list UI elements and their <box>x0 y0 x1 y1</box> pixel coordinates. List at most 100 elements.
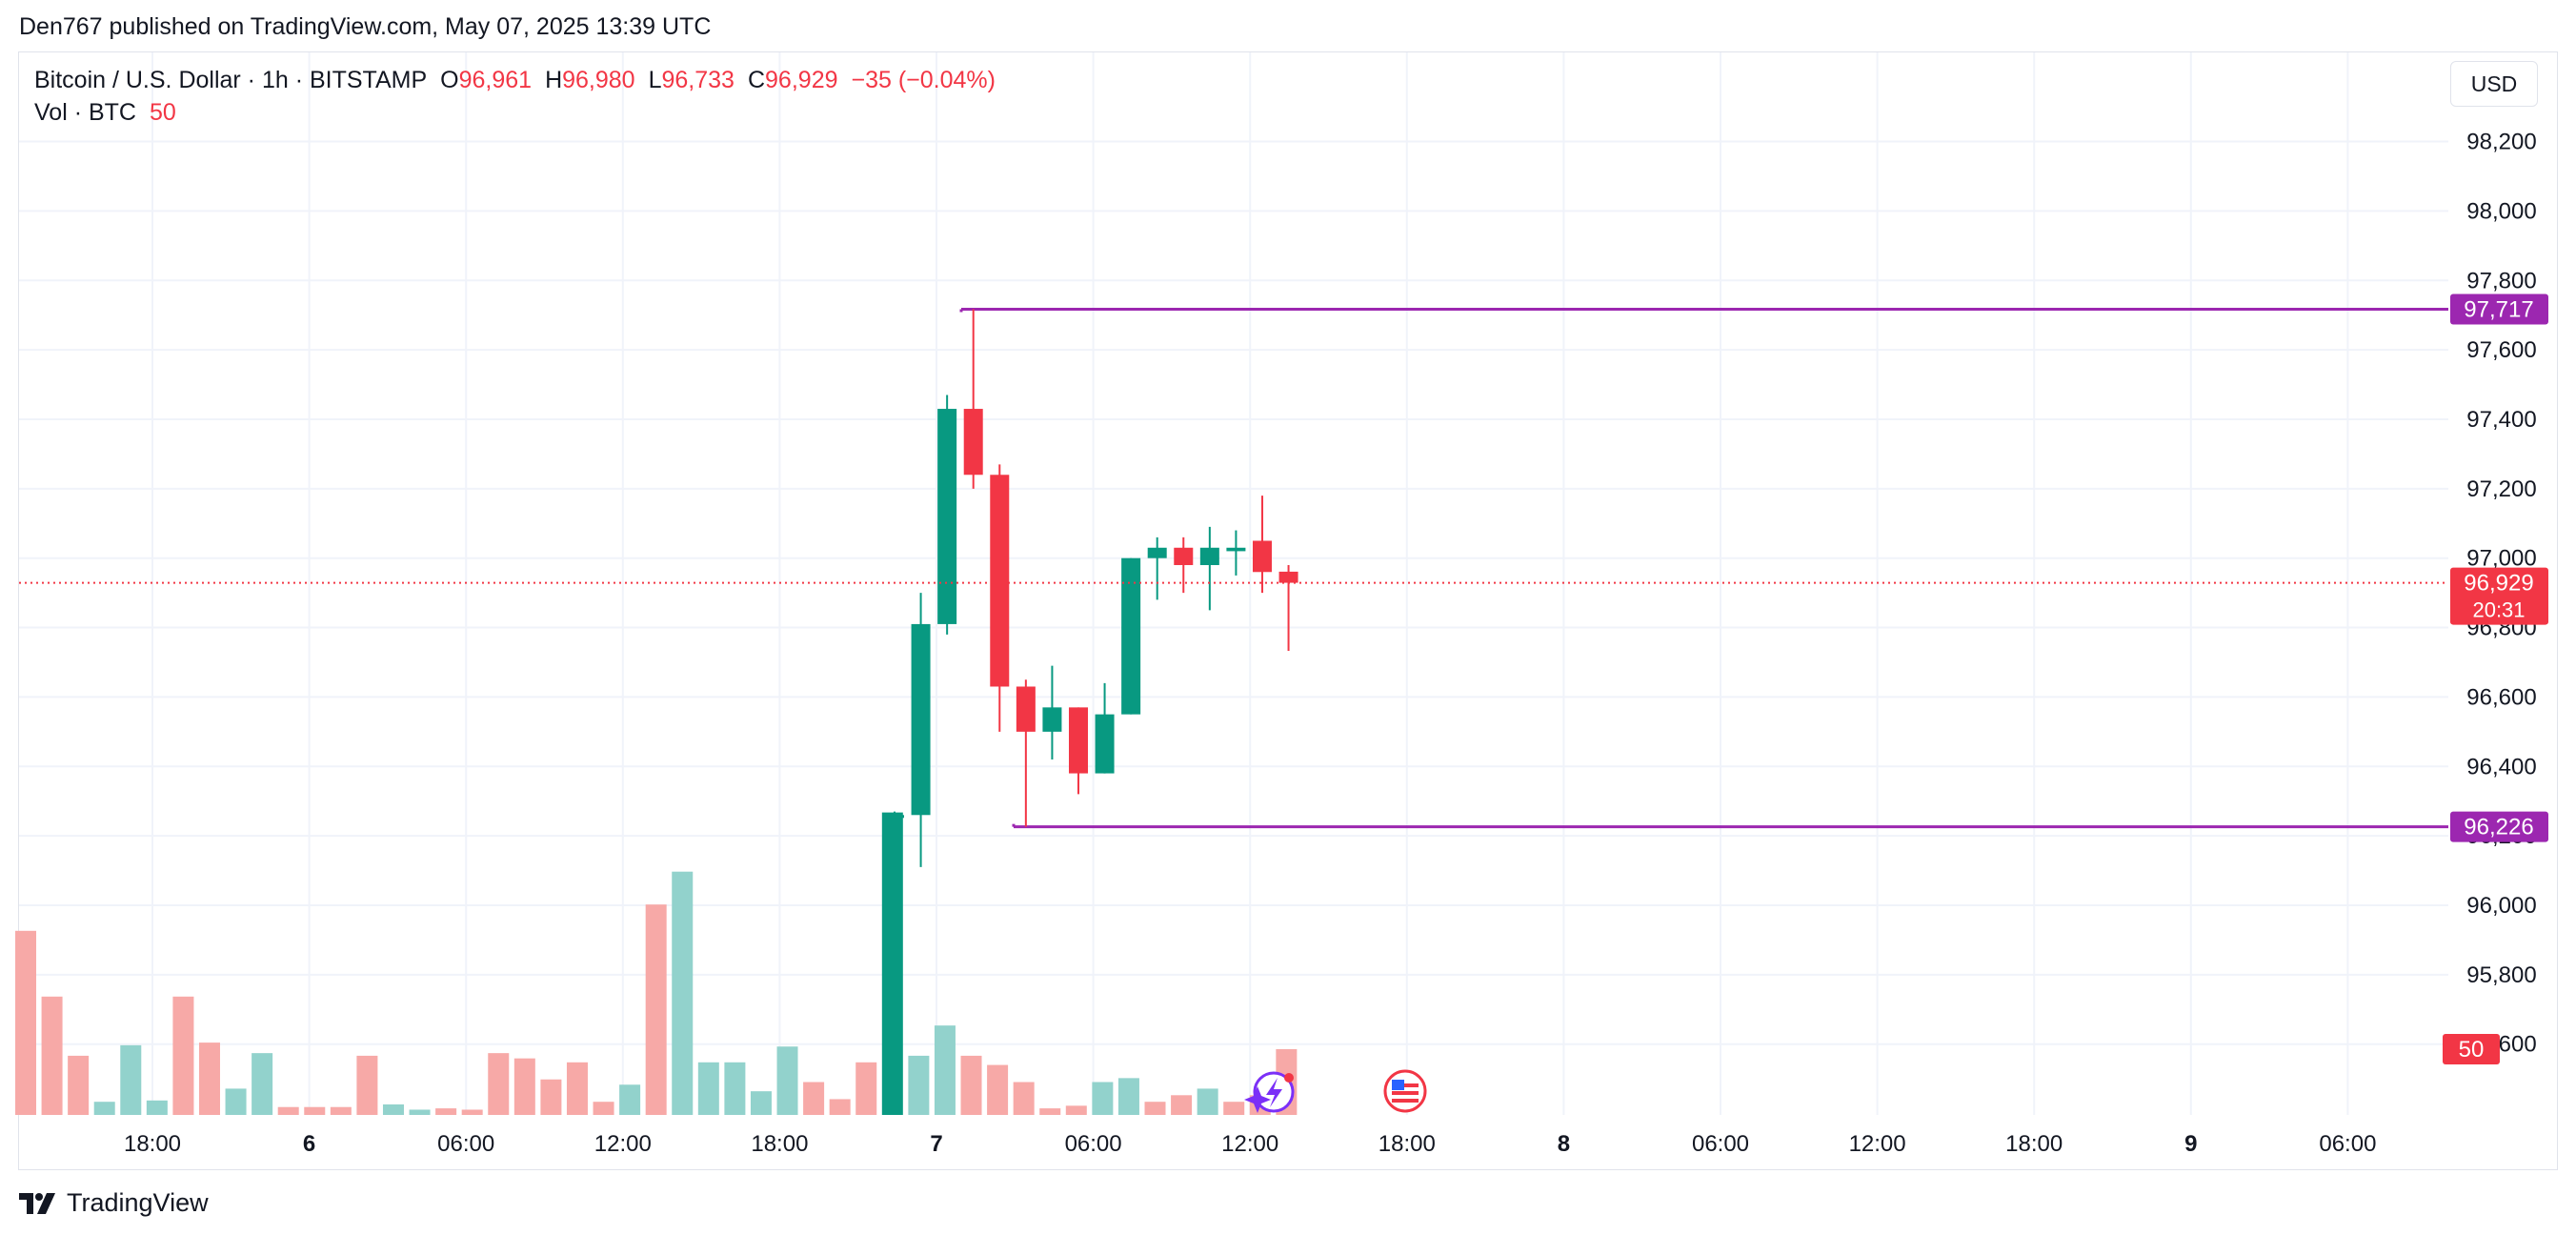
volume-bar <box>855 1062 877 1115</box>
candle-body <box>1042 707 1062 732</box>
low-label: L <box>648 67 662 93</box>
volume-bar <box>724 1062 746 1115</box>
volume-bar <box>803 1082 825 1115</box>
candle-body <box>1174 547 1194 565</box>
x-axis[interactable]: 18:00 6 06:00 12:00 18:00 7 06:00 12:00 18:00 8 06… <box>124 1131 2376 1157</box>
y-tick-label: 96,000 <box>2466 893 2536 919</box>
candle-body <box>1252 540 1272 573</box>
us-flag-event-icon[interactable] <box>1383 1069 1427 1113</box>
candle-body <box>1278 571 1298 583</box>
volume-bar <box>1065 1105 1087 1115</box>
candle-body <box>963 409 983 476</box>
volume-tag <box>2443 1034 2500 1064</box>
volume-bar <box>409 1109 431 1115</box>
candle-body <box>1068 707 1088 774</box>
x-tick-label: 06:00 <box>437 1131 494 1157</box>
volume-bar <box>1039 1108 1061 1115</box>
candle-body <box>1095 714 1115 774</box>
x-tick-label: 12:00 <box>1849 1131 1906 1157</box>
close-label: C <box>747 67 766 93</box>
candle-body <box>1199 547 1219 565</box>
volume-bar <box>41 996 63 1115</box>
volume-bar <box>1092 1082 1114 1115</box>
volume-bar <box>987 1064 1009 1115</box>
volume-bar <box>93 1102 115 1115</box>
y-tick-label: 97,600 <box>2466 337 2536 363</box>
volume-bar <box>829 1099 851 1115</box>
tradingview-logo[interactable]: TradingView <box>19 1188 209 1218</box>
high-label: H <box>545 67 563 93</box>
volume-tag-label: 50 <box>2459 1037 2485 1063</box>
close-value: 96,929 <box>765 67 838 93</box>
level-price-tag <box>2450 811 2548 842</box>
y-tick-label: 97,400 <box>2466 407 2536 433</box>
x-tick-label: 6 <box>303 1131 315 1157</box>
level-price-tag <box>2450 294 2548 325</box>
volume-bar <box>960 1055 982 1115</box>
candle-body <box>937 409 957 624</box>
volume-bar <box>15 930 36 1115</box>
volume-bar <box>619 1084 641 1115</box>
change-value: −35 (−0.04%) <box>851 67 996 93</box>
y-tick-label: 98,000 <box>2466 198 2536 224</box>
volume-bar <box>881 812 903 1115</box>
currency-button[interactable]: USD <box>2450 61 2538 107</box>
y-tick-label: 95,800 <box>2466 962 2536 988</box>
x-tick-label: 8 <box>1558 1131 1570 1157</box>
volume-bar <box>1197 1088 1218 1115</box>
current-price-tag <box>2450 567 2548 625</box>
volume-bar <box>435 1108 457 1115</box>
y-tick-label: 96,600 <box>2466 684 2536 710</box>
volume-bar <box>593 1102 614 1115</box>
event-icons <box>1244 1069 1427 1113</box>
y-tick-label: 97,200 <box>2466 476 2536 502</box>
x-tick-label: 12:00 <box>1221 1131 1278 1157</box>
high-value: 96,980 <box>562 67 635 93</box>
volume-bar <box>461 1109 483 1115</box>
tradingview-logo-icon <box>19 1192 55 1214</box>
open-label: O <box>440 67 459 93</box>
volume-bar <box>382 1103 404 1115</box>
candle-layer <box>885 309 1298 867</box>
volume-layer <box>15 812 1298 1115</box>
symbol-legend: Bitcoin / U.S. Dollar · 1h · BITSTAMP O 96… <box>34 67 996 94</box>
candle-body <box>990 475 1010 687</box>
low-value: 96,733 <box>661 67 735 93</box>
volume-bar <box>172 996 194 1115</box>
x-tick-label: 18:00 <box>1379 1131 1436 1157</box>
volume-bar <box>776 1046 798 1115</box>
volume-bar <box>277 1106 299 1115</box>
volume-legend: Vol · BTC 50 <box>34 99 176 127</box>
current-price-label: 96,929 <box>2464 571 2533 597</box>
volume-bar <box>513 1058 535 1115</box>
volume-bar <box>934 1025 956 1115</box>
volume-bar <box>356 1055 378 1115</box>
flash-event-icon[interactable] <box>1244 1071 1295 1113</box>
y-tick-label: 97,800 <box>2466 268 2536 294</box>
x-tick-label: 12:00 <box>594 1131 652 1157</box>
volume-bar <box>750 1091 772 1115</box>
volume-bar <box>1013 1082 1035 1115</box>
volume-value: 50 <box>149 99 176 126</box>
volume-label[interactable]: Vol · BTC <box>34 99 136 126</box>
bar-countdown-label: 20:31 <box>2472 598 2525 622</box>
level-price-tag-label: 97,717 <box>2464 296 2533 322</box>
level-layer <box>959 307 2448 829</box>
candle-body <box>1147 547 1167 558</box>
volume-bar <box>488 1053 510 1115</box>
volume-bar <box>908 1055 930 1115</box>
volume-bar <box>304 1106 326 1115</box>
volume-bar <box>225 1088 247 1115</box>
volume-bar <box>566 1062 588 1115</box>
volume-bar <box>252 1053 273 1115</box>
symbol-name[interactable]: Bitcoin / U.S. Dollar · 1h · BITSTAMP <box>34 67 428 93</box>
volume-bar <box>146 1100 168 1115</box>
x-tick-label: 06:00 <box>1065 1131 1122 1157</box>
volume-bar <box>1171 1095 1193 1115</box>
tradingview-brand: TradingView <box>67 1188 209 1217</box>
volume-bar <box>697 1062 719 1115</box>
x-tick-label: 9 <box>2184 1131 2197 1157</box>
volume-bar <box>198 1043 220 1115</box>
volume-bar <box>672 871 694 1115</box>
